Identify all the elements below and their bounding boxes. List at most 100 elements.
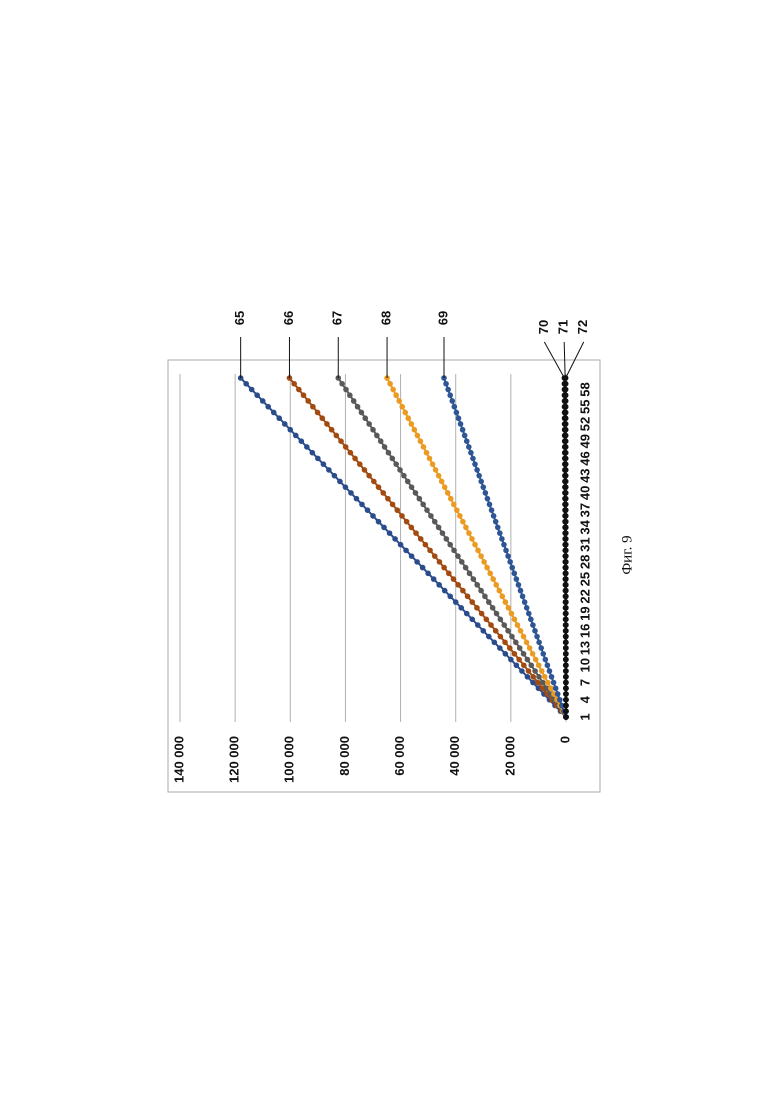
point <box>463 525 469 531</box>
y-tick-label: 0 <box>557 736 572 743</box>
point <box>326 467 332 473</box>
point <box>503 599 509 605</box>
point <box>447 542 453 548</box>
point <box>507 559 513 565</box>
point <box>497 530 503 536</box>
point <box>563 703 569 709</box>
point <box>460 427 466 433</box>
point <box>548 685 554 691</box>
point <box>357 461 363 467</box>
point <box>451 576 457 582</box>
point <box>493 628 499 634</box>
point <box>315 410 321 416</box>
point <box>415 433 421 439</box>
point <box>371 479 377 485</box>
x-tick-label: 40 <box>577 486 592 500</box>
point <box>485 496 491 502</box>
point <box>506 605 512 611</box>
point <box>374 433 380 439</box>
point <box>417 496 423 502</box>
point <box>563 433 569 439</box>
point <box>348 450 354 456</box>
x-tick-label: 22 <box>577 589 592 603</box>
point <box>433 467 439 473</box>
point <box>436 473 442 479</box>
point <box>527 645 533 651</box>
point <box>515 622 521 628</box>
point <box>503 651 509 657</box>
point <box>563 392 569 398</box>
point <box>271 410 277 416</box>
x-tick-label: 4 <box>577 695 592 703</box>
point <box>563 657 569 663</box>
point <box>497 645 503 651</box>
x-tick-label: 43 <box>577 468 592 482</box>
point <box>409 484 415 490</box>
point <box>380 490 386 496</box>
series-label: 71 <box>556 320 571 334</box>
point <box>405 415 411 421</box>
point <box>545 662 551 668</box>
point <box>355 404 361 410</box>
point <box>254 392 260 398</box>
point <box>542 674 548 680</box>
point <box>540 680 546 686</box>
point <box>398 542 404 548</box>
point <box>305 398 311 404</box>
point <box>432 553 438 559</box>
point <box>563 548 569 554</box>
point <box>362 467 368 473</box>
point <box>413 490 419 496</box>
point <box>492 640 498 646</box>
point <box>466 530 472 536</box>
point <box>532 628 538 634</box>
point <box>442 588 448 594</box>
point <box>563 685 569 691</box>
point <box>545 680 551 686</box>
point <box>454 410 460 416</box>
point <box>455 582 461 588</box>
point <box>442 484 448 490</box>
point <box>563 536 569 542</box>
x-tick-label: 25 <box>577 572 592 586</box>
point <box>431 576 437 582</box>
y-tick-label: 120 000 <box>227 736 242 783</box>
point <box>409 525 415 531</box>
point <box>470 456 476 462</box>
point <box>479 611 485 617</box>
point <box>413 530 419 536</box>
point <box>359 410 365 416</box>
point <box>456 415 462 421</box>
point <box>460 519 466 525</box>
point <box>452 404 458 410</box>
point <box>370 513 376 519</box>
point <box>405 479 411 485</box>
point <box>493 582 499 588</box>
point <box>443 381 449 387</box>
x-tick-label: 31 <box>577 537 592 551</box>
point <box>365 507 371 513</box>
point <box>507 645 513 651</box>
point <box>563 668 569 674</box>
point <box>455 553 461 559</box>
point <box>563 571 569 577</box>
point <box>482 594 488 600</box>
point <box>396 398 402 404</box>
point <box>563 461 569 467</box>
point <box>522 599 528 605</box>
point <box>563 427 569 433</box>
point <box>555 691 561 697</box>
point <box>403 548 409 554</box>
point <box>424 450 430 456</box>
series-label: 68 <box>378 311 393 325</box>
point <box>409 553 415 559</box>
point <box>287 427 293 433</box>
point <box>478 553 484 559</box>
point <box>436 525 442 531</box>
point <box>502 640 508 646</box>
point <box>366 421 372 427</box>
point <box>464 438 470 444</box>
point <box>533 657 539 663</box>
point <box>508 657 514 663</box>
point <box>351 398 357 404</box>
